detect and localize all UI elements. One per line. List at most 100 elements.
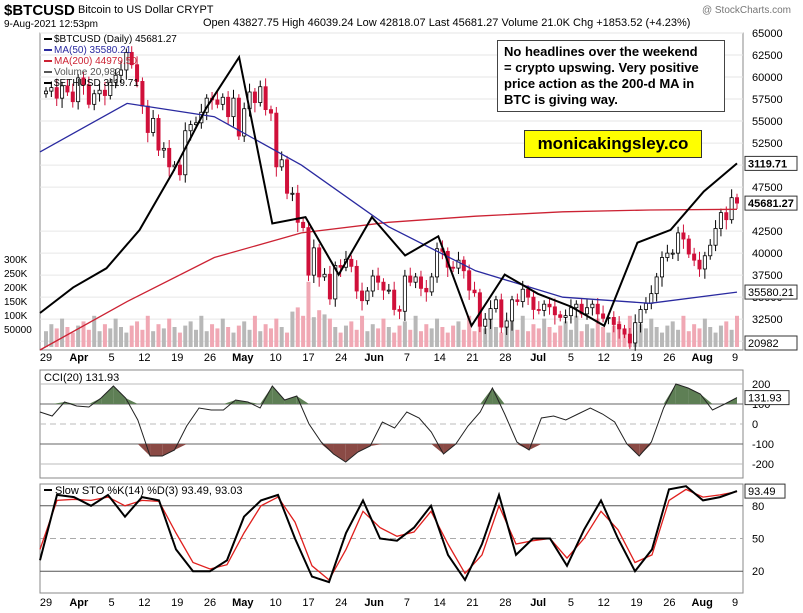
volume-bar [242, 321, 247, 347]
volume-bar [488, 318, 493, 347]
cci-fill-overbought [492, 388, 505, 404]
candle-body [520, 288, 525, 302]
volume-bar [397, 325, 402, 347]
cci-fill-overbought [88, 398, 102, 404]
cci-fill-oversold [150, 444, 163, 456]
price-x-tick-label: 9 [732, 352, 738, 364]
volume-bar [670, 321, 675, 347]
candle-body [574, 303, 579, 309]
volume-bar [590, 328, 595, 347]
cci-fill-overbought [52, 402, 65, 404]
candle-body [713, 228, 718, 246]
price-tick-label: 62500 [752, 50, 783, 62]
candle-body [665, 252, 670, 258]
candle-body [654, 276, 659, 295]
cci-fill-overbought [260, 386, 273, 404]
candle-body [279, 159, 284, 168]
brand-label: monicakingsley.co [524, 130, 702, 158]
candle-body [547, 303, 552, 308]
annotation-line-4: BTC is giving way. [504, 92, 618, 107]
volume-bar [558, 325, 563, 347]
volume-bar [220, 318, 225, 347]
cci-fill-oversold [162, 444, 175, 456]
candle-body [76, 77, 81, 103]
volume-bar [124, 332, 129, 347]
candle-body [370, 275, 375, 292]
candle-body [692, 253, 697, 261]
sto-x-tick-label: Apr [69, 597, 89, 609]
candle-body [697, 259, 702, 270]
candle-body [145, 105, 150, 133]
volume-tick-label: 100K [4, 311, 28, 322]
volume-bar [735, 315, 739, 347]
candle-body [349, 258, 354, 267]
cci-fill-overbought [700, 394, 713, 404]
candle-body [167, 147, 172, 168]
volume-bar [531, 324, 536, 347]
quote-line: Open 43827.75 High 46039.24 Low 42818.07… [203, 17, 691, 29]
sto-d-line [39, 488, 738, 581]
volume-bar [424, 324, 429, 347]
volume-bar [156, 324, 161, 347]
price-tick-label: 65000 [752, 28, 783, 40]
candle-body [311, 247, 316, 276]
candle-body [451, 266, 456, 269]
volume-bar [263, 324, 268, 347]
volume-bar [311, 317, 316, 347]
volume-bar [354, 329, 359, 347]
candle-body [60, 85, 65, 99]
volume-bar [349, 321, 354, 347]
sto-x-tick-label: Jul [530, 597, 546, 609]
candle-body [708, 244, 713, 257]
candle-body [354, 265, 359, 292]
volume-bar [472, 331, 477, 347]
volume-bar [542, 318, 547, 347]
volume-bar [568, 329, 573, 347]
candle-body [563, 315, 568, 318]
candle-body [135, 64, 140, 82]
volume-bar [601, 327, 606, 347]
volume-bar [515, 329, 520, 347]
volume-bar [622, 329, 627, 347]
cci-fill-oversold [431, 444, 444, 454]
volume-bar [467, 315, 472, 347]
sto-tick-label: 20 [752, 566, 764, 578]
volume-bar [145, 315, 150, 347]
price-x-tick-label: 24 [335, 352, 347, 364]
candle-body [542, 303, 547, 311]
volume-bar [526, 331, 531, 347]
stockcharts-watermark: @ StockCharts.com [701, 5, 791, 16]
sto-x-tick-label: 19 [171, 597, 183, 609]
annotation-line-3: price action as the 200-d MA in [504, 76, 695, 91]
cci-title: CCI(20) 131.93 [44, 372, 119, 384]
volume-bar [585, 324, 590, 347]
legend-volume: Volume 20,982 [54, 67, 121, 78]
price-x-tick-label: 5 [568, 352, 574, 364]
volume-bar [408, 329, 413, 347]
candle-body [386, 289, 391, 292]
candle-body [418, 276, 423, 289]
candle-body [435, 248, 440, 278]
sto-x-tick-label: 29 [40, 597, 52, 609]
volume-bar [451, 325, 456, 347]
cci-tick-label: 0 [752, 419, 758, 431]
candle-body [102, 89, 107, 96]
sto-title: Slow STO %K(14) %D(3) 93.49, 93.03 [55, 485, 243, 497]
volume-bar [692, 324, 697, 347]
candle-body [333, 265, 338, 300]
candle-body [488, 308, 493, 320]
sto-tick-label: 50 [752, 534, 764, 546]
volume-bar [290, 311, 295, 347]
volume-bar [295, 307, 300, 347]
price-x-tick-label: Aug [691, 352, 712, 364]
candle-body [97, 89, 102, 95]
last-price-tag: 45681.27 [748, 198, 794, 210]
volume-bar [729, 329, 734, 347]
sto-x-tick-label: 7 [404, 597, 410, 609]
sto-x-tick-label: May [232, 597, 254, 609]
candle-body [552, 306, 557, 316]
price-x-tick-label: 28 [499, 352, 511, 364]
cci-value-tag-box [744, 390, 790, 406]
